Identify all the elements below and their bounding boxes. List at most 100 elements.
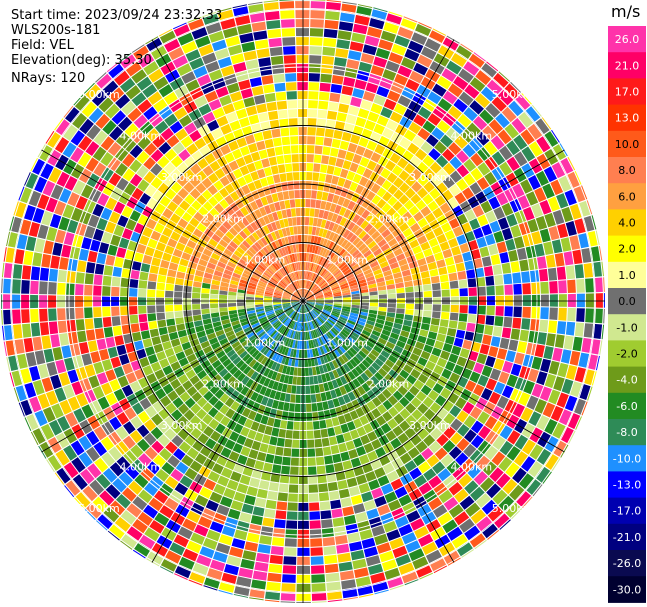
velocity-gate xyxy=(305,291,311,298)
velocity-gate xyxy=(309,283,315,291)
velocity-gate xyxy=(312,309,319,317)
velocity-gate xyxy=(565,265,576,280)
velocity-gate xyxy=(370,572,386,584)
colorbar-tick-label: 6.0 xyxy=(618,190,636,203)
velocity-gate xyxy=(475,267,485,278)
velocity-gate xyxy=(501,385,514,399)
velocity-gate xyxy=(464,209,476,222)
velocity-gate xyxy=(295,28,310,37)
velocity-gate xyxy=(544,212,556,228)
velocity-gate xyxy=(345,255,353,264)
velocity-gate xyxy=(324,220,331,230)
velocity-gate xyxy=(403,199,415,211)
velocity-gate xyxy=(312,172,320,181)
velocity-gate xyxy=(348,105,360,116)
velocity-gate xyxy=(381,483,394,495)
velocity-gate xyxy=(380,214,390,224)
velocity-gate xyxy=(342,253,351,261)
velocity-gate xyxy=(317,182,325,191)
velocity-gate xyxy=(323,382,330,392)
velocity-gate xyxy=(387,257,398,265)
velocity-gate xyxy=(429,324,439,333)
velocity-gate xyxy=(488,391,501,405)
velocity-gate xyxy=(498,71,510,82)
velocity-gate xyxy=(586,200,593,215)
velocity-gate xyxy=(365,340,375,349)
velocity-gate xyxy=(349,429,360,440)
velocity-gate xyxy=(379,261,389,269)
velocity-gate xyxy=(410,327,420,335)
velocity-gate xyxy=(356,446,367,457)
velocity-gate xyxy=(493,206,505,220)
velocity-gate xyxy=(328,101,339,112)
velocity-gate xyxy=(305,208,310,217)
velocity-gate xyxy=(393,413,405,425)
velocity-gate xyxy=(382,399,393,411)
velocity-gate xyxy=(314,145,323,155)
velocity-gate xyxy=(578,200,591,217)
velocity-gate xyxy=(463,443,477,458)
velocity-gate xyxy=(351,32,366,44)
velocity-gate xyxy=(371,487,384,499)
velocity-gate xyxy=(426,134,439,147)
velocity-gate xyxy=(358,314,368,320)
velocity-gate xyxy=(543,241,554,255)
velocity-gate xyxy=(415,148,428,161)
velocity-gate xyxy=(328,317,337,323)
velocity-gate xyxy=(336,259,345,268)
velocity-gate xyxy=(353,418,363,429)
velocity-gate xyxy=(419,264,429,273)
velocity-gate xyxy=(387,90,401,103)
velocity-gate xyxy=(480,200,493,214)
velocity-gate xyxy=(352,88,365,99)
velocity-gate xyxy=(436,333,446,343)
velocity-gate xyxy=(374,358,384,367)
velocity-gate xyxy=(451,345,462,356)
velocity-gate xyxy=(323,28,338,39)
velocity-gate xyxy=(522,354,534,368)
velocity-gate xyxy=(449,312,459,321)
velocity-gate xyxy=(392,425,404,437)
velocity-gate xyxy=(481,365,493,378)
velocity-gate xyxy=(384,320,394,328)
velocity-gate xyxy=(316,236,322,246)
velocity-gate xyxy=(358,258,367,266)
velocity-gate xyxy=(467,464,482,479)
velocity-gate xyxy=(476,455,491,470)
velocity-gate xyxy=(340,404,349,414)
velocity-gate xyxy=(534,187,547,203)
velocity-gate xyxy=(361,233,371,243)
velocity-gate xyxy=(378,303,387,308)
velocity-gate xyxy=(558,307,567,321)
velocity-gate xyxy=(303,262,306,271)
velocity-gate xyxy=(476,177,490,190)
velocity-gate xyxy=(423,310,432,318)
velocity-gate xyxy=(365,82,379,94)
velocity-gate xyxy=(489,467,504,482)
velocity-gate xyxy=(354,14,370,26)
velocity-gate xyxy=(427,389,439,401)
velocity-gate xyxy=(501,262,512,274)
velocity-gate xyxy=(531,282,540,295)
velocity-gate xyxy=(356,474,368,485)
velocity-gate xyxy=(310,19,324,28)
velocity-gate xyxy=(375,446,386,458)
velocity-gate xyxy=(480,63,497,79)
velocity-gate xyxy=(304,244,308,253)
velocity-gate xyxy=(409,70,424,84)
velocity-gate xyxy=(345,190,355,200)
velocity-gate xyxy=(567,307,576,322)
velocity-gate xyxy=(505,462,520,478)
velocity-gate xyxy=(493,381,506,395)
velocity-gate xyxy=(313,264,318,273)
velocity-gate xyxy=(377,393,387,403)
velocity-gate xyxy=(499,440,514,456)
velocity-gate xyxy=(356,216,365,227)
velocity-gate xyxy=(377,224,388,234)
velocity-gate xyxy=(519,329,529,342)
velocity-gate xyxy=(306,313,310,322)
velocity-gate xyxy=(389,584,404,591)
velocity-gate xyxy=(453,254,464,264)
velocity-gate xyxy=(308,253,312,262)
velocity-gate xyxy=(556,193,569,209)
